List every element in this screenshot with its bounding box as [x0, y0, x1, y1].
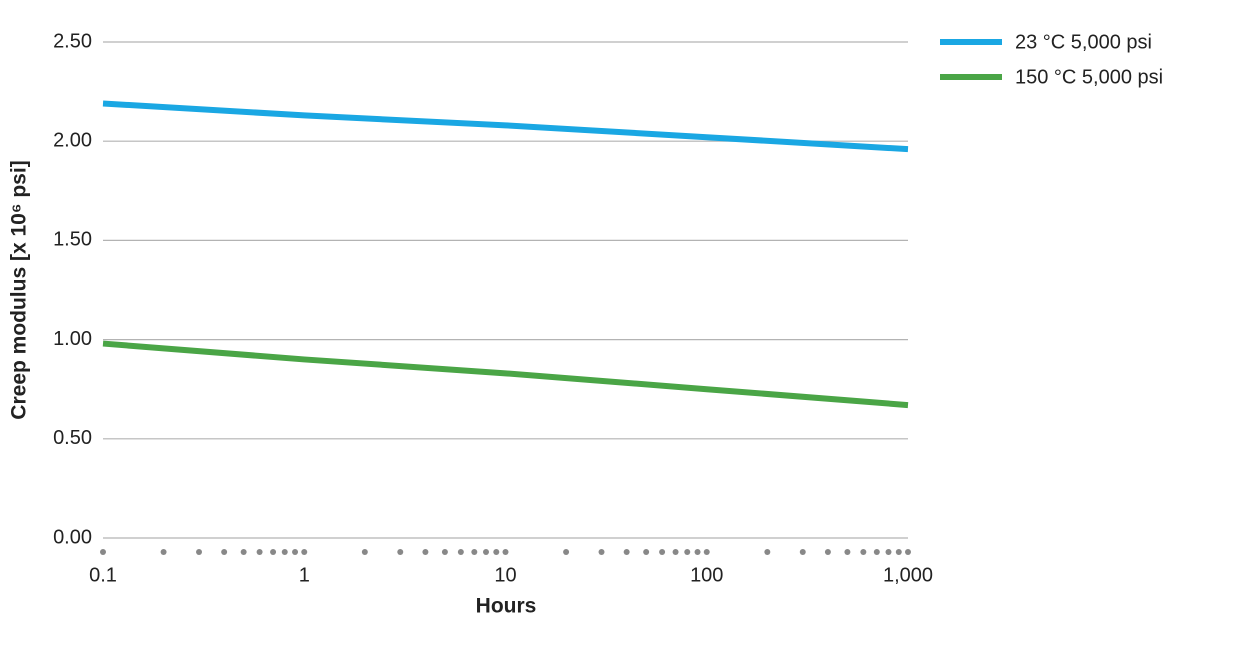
x-minor-tick: [824, 549, 831, 555]
x-tick-label: 0.1: [89, 564, 117, 586]
y-tick-label: 2.00: [53, 129, 92, 151]
x-minor-tick: [684, 549, 691, 555]
x-minor-tick: [623, 549, 630, 555]
x-tick-label: 1: [299, 564, 310, 586]
x-minor-tick: [694, 549, 701, 555]
x-minor-tick: [482, 549, 489, 555]
x-minor-tick: [873, 549, 880, 555]
x-minor-tick: [457, 549, 464, 555]
x-minor-tick: [281, 549, 288, 555]
line-series: [102, 340, 909, 409]
x-tick-mark: [301, 549, 308, 555]
y-axis-title: Creep modulus [x 10⁶ psi]: [8, 160, 31, 419]
x-tick-label: 100: [690, 564, 723, 586]
y-tick-label: 2.50: [53, 30, 92, 52]
x-minor-tick: [764, 549, 771, 555]
x-tick-label: 10: [494, 564, 516, 586]
x-minor-tick: [270, 549, 277, 555]
x-minor-tick: [240, 549, 247, 555]
x-minor-tick: [860, 549, 867, 555]
legend-label: 23 °C 5,000 psi: [1015, 31, 1152, 53]
x-minor-tick: [598, 549, 605, 555]
x-minor-tick: [221, 549, 228, 555]
x-tick-label: 1,000: [883, 564, 933, 586]
line-series: [102, 100, 909, 153]
x-tick-mark: [905, 549, 911, 555]
x-minor-tick: [256, 549, 263, 555]
x-minor-tick: [672, 549, 679, 555]
y-tick-label: 0.00: [53, 526, 92, 548]
x-minor-tick: [493, 549, 500, 555]
x-axis-title: Hours: [476, 595, 537, 618]
x-tick-mark: [100, 549, 106, 555]
x-minor-tick: [799, 549, 806, 555]
x-minor-tick: [441, 549, 448, 555]
x-minor-tick: [361, 549, 368, 555]
x-tick-mark: [703, 549, 710, 555]
x-minor-tick: [196, 549, 203, 555]
x-minor-tick: [422, 549, 429, 555]
x-minor-tick: [895, 549, 902, 555]
x-minor-tick: [160, 549, 167, 555]
x-tick-mark: [502, 549, 509, 555]
y-tick-label: 0.50: [53, 427, 92, 449]
x-minor-tick: [885, 549, 892, 555]
x-minor-tick: [659, 549, 666, 555]
x-minor-tick: [844, 549, 851, 555]
x-minor-tick: [563, 549, 570, 555]
x-minor-tick: [643, 549, 650, 555]
legend-label: 150 °C 5,000 psi: [1015, 66, 1163, 88]
y-tick-label: 1.50: [53, 229, 92, 251]
y-tick-label: 1.00: [53, 328, 92, 350]
x-minor-tick: [471, 549, 478, 555]
x-minor-tick: [292, 549, 299, 555]
x-minor-tick: [397, 549, 404, 555]
